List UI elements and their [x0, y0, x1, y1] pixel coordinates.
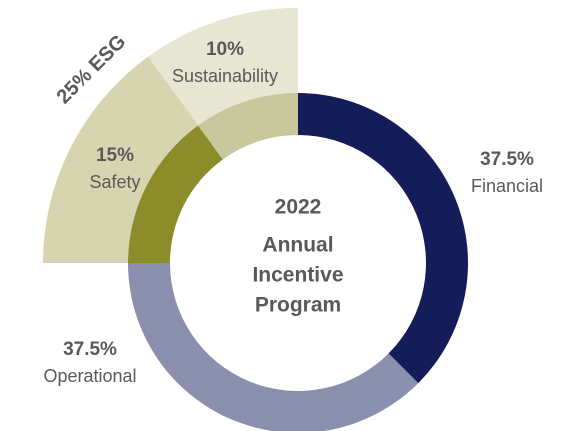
- group-wedge-part: [148, 8, 298, 126]
- value-label: 15%: [96, 145, 134, 166]
- category-label: Operational: [43, 366, 136, 386]
- donut-segment: [198, 93, 298, 160]
- value-label: 10%: [206, 39, 244, 60]
- donut-segment: [128, 125, 223, 264]
- center-text: Incentive: [252, 264, 343, 287]
- value-label: 37.5%: [480, 149, 534, 170]
- category-label: Safety: [89, 172, 140, 192]
- center-text: Annual: [262, 234, 333, 257]
- center-text: 2022: [275, 196, 322, 219]
- donut-segment: [128, 263, 419, 431]
- category-label: Sustainability: [172, 66, 278, 86]
- category-label: Financial: [471, 176, 543, 196]
- value-label: 37.5%: [63, 339, 117, 360]
- center-text: Program: [255, 294, 341, 317]
- donut-segment: [298, 93, 469, 384]
